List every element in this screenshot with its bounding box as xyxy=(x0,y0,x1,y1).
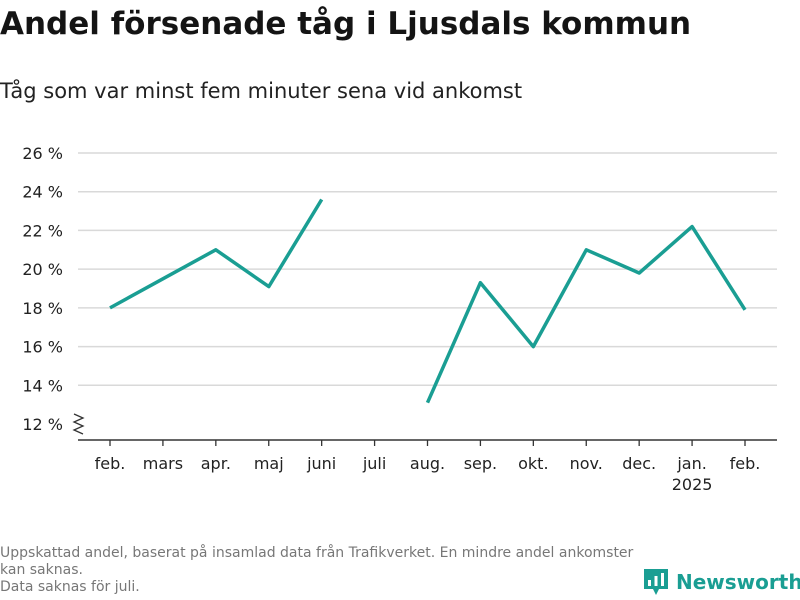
series-line xyxy=(109,198,324,310)
x-tick-label: jan. xyxy=(676,454,706,473)
footnote: Uppskattad andel, baserat på insamlad da… xyxy=(0,545,640,596)
y-tick-label: 14 % xyxy=(22,376,63,395)
y-tick-label: 20 % xyxy=(22,260,63,279)
x-tick-label: okt. xyxy=(518,454,548,473)
x-tick-label: maj xyxy=(254,454,284,473)
brand-name: Newsworthy xyxy=(676,570,800,594)
x-tick-label: apr. xyxy=(201,454,231,473)
y-tick-label: 26 % xyxy=(22,144,63,163)
x-tick-label: sep. xyxy=(464,454,497,473)
y-tick-label: 12 % xyxy=(22,415,63,434)
y-tick-label: 16 % xyxy=(22,338,63,357)
chart-subtitle: Tåg som var minst fem minuter sena vid a… xyxy=(0,79,523,103)
y-tick-label: 24 % xyxy=(22,183,63,202)
x-tick-label: feb. xyxy=(730,454,761,473)
footnote-source-text: Uppskattad andel, baserat på insamlad da… xyxy=(0,545,634,578)
x-tick-label: dec. xyxy=(622,454,656,473)
x-tick-label: feb. xyxy=(95,454,126,473)
x-tick-label: juni xyxy=(306,454,336,473)
axis-break-icon xyxy=(72,413,85,435)
footnote-missing-data-text: Data saknas för juli. xyxy=(0,579,140,595)
x-tick-label: aug. xyxy=(410,454,445,473)
x-year-label: 2025 xyxy=(672,475,713,494)
series-line xyxy=(425,224,747,404)
y-tick-label: 22 % xyxy=(22,221,63,240)
y-tick-label: 18 % xyxy=(22,299,63,318)
newsworthy-logo-icon xyxy=(644,569,668,595)
brand-logo: Newsworthy xyxy=(644,569,800,595)
x-tick-label: mars xyxy=(143,454,183,473)
line-chart: 12 % 14 % 16 % 18 % 20 % 22 % 24 % 26 % feb. mars… xyxy=(22,144,777,494)
x-tick-label: nov. xyxy=(570,454,603,473)
chart-title: Andel försenade tåg i Ljusdals kommun xyxy=(0,6,692,42)
x-tick-label: juli xyxy=(362,454,386,473)
